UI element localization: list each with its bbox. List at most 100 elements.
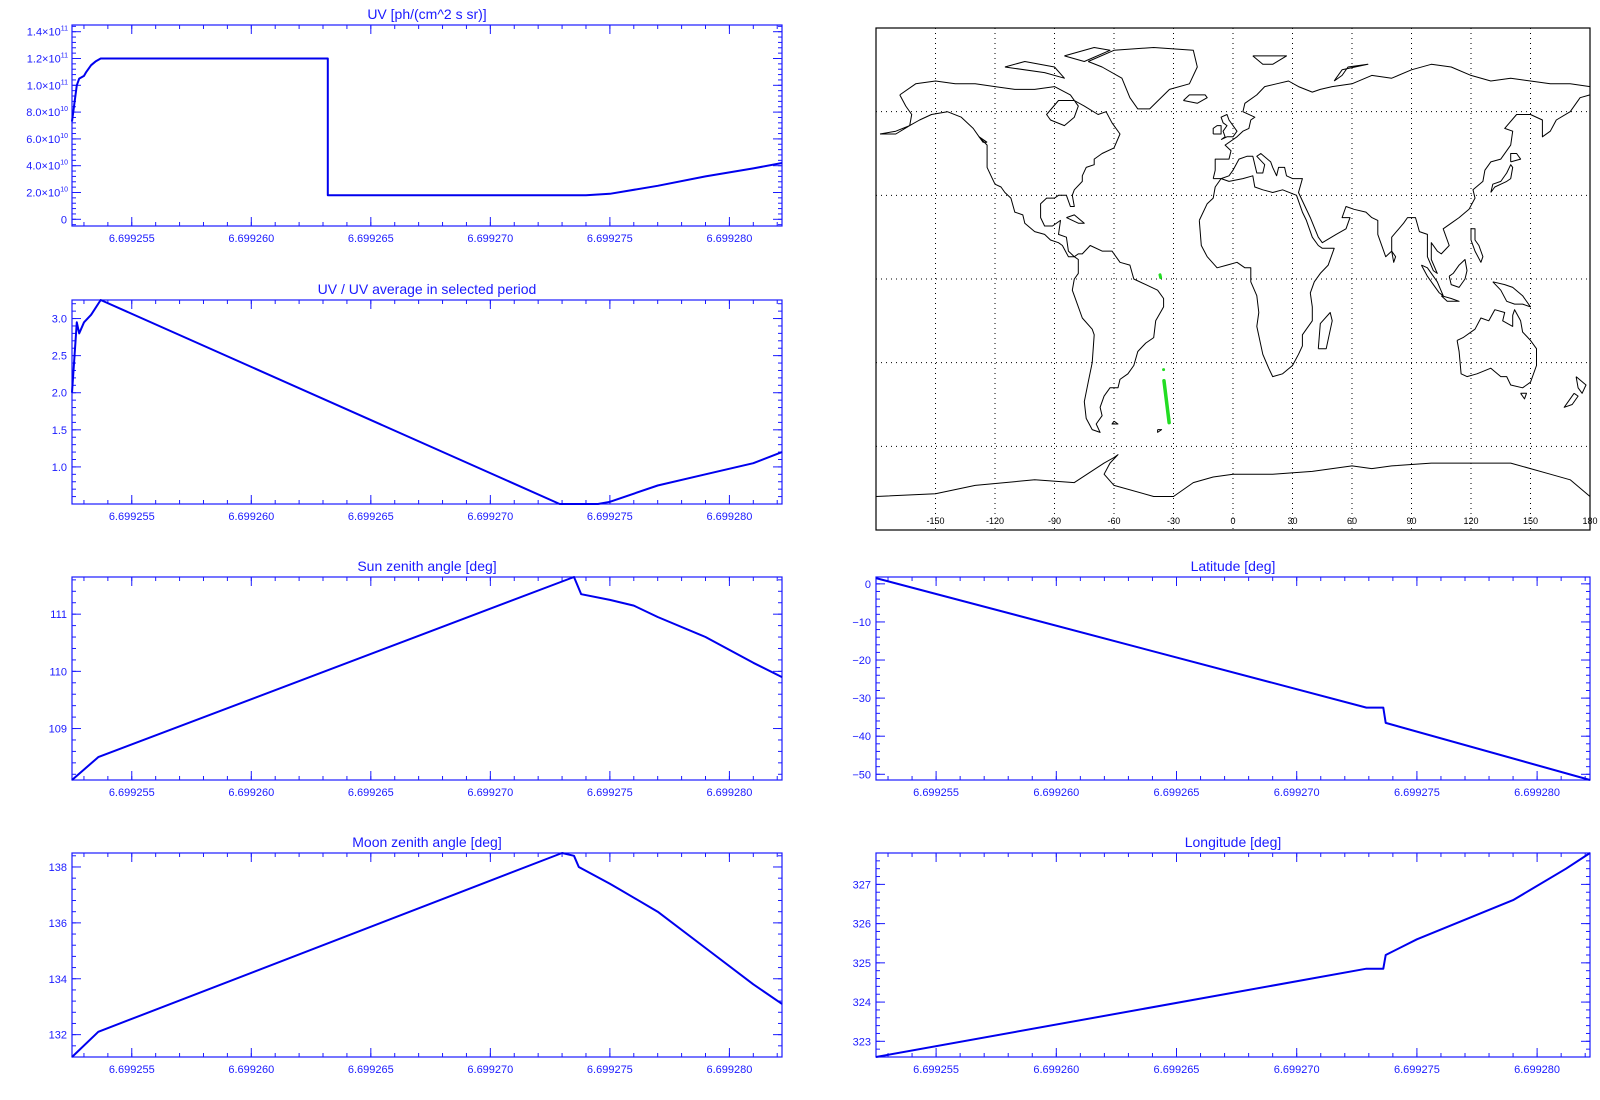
y-tick-mantissa: 8.0×10: [26, 107, 60, 119]
x-tick-label: 6.699280: [1514, 1064, 1560, 1076]
x-tick-label: 6.699265: [1154, 1064, 1200, 1076]
plot-frame: [71, 24, 783, 227]
longitude-tick-label: 120: [1463, 516, 1478, 526]
coastline: [1520, 392, 1527, 400]
coastline: [1212, 63, 1591, 274]
y-tick-label: 0: [61, 214, 67, 226]
x-tick-label: 6.699255: [109, 787, 155, 799]
x-tick-label: 6.699265: [348, 1064, 394, 1076]
coastline: [1212, 125, 1222, 135]
coastline: [899, 80, 1165, 433]
x-tick-label: 6.699275: [587, 233, 633, 245]
y-tick-label: 111: [50, 609, 67, 621]
y-tick-label: 1.4×1011: [27, 26, 68, 39]
x-tick-label: 6.699280: [706, 233, 752, 245]
x-tick-label: 6.699280: [1514, 787, 1560, 799]
coastline: [1317, 312, 1333, 350]
series-line: [71, 852, 783, 1058]
plot-frame: [71, 299, 783, 505]
y-tick-mantissa: 6.0×10: [26, 134, 60, 146]
y-tick-mantissa: 1.4×10: [27, 27, 61, 39]
coastline: [1157, 429, 1163, 433]
y-tick-label: 327: [853, 879, 871, 891]
x-tick-label: 6.699275: [587, 787, 633, 799]
x-tick-label: 6.699270: [467, 787, 513, 799]
coastline: [1220, 114, 1238, 141]
y-tick-label: −10: [852, 617, 871, 629]
x-tick-label: 6.699280: [706, 787, 752, 799]
chart-title: UV [ph/(cm^2 s sr)]: [367, 6, 486, 22]
coastline: [1333, 63, 1369, 82]
coastline: [1252, 55, 1287, 65]
y-tick-label: 324: [853, 997, 871, 1009]
x-tick-label: 6.699265: [1154, 787, 1200, 799]
x-tick-label: 6.699270: [467, 1064, 513, 1076]
latitude-panel: Latitude [deg] 6.699255 6.699260 6.699265 6.…: [852, 558, 1591, 799]
plot-frame: [875, 852, 1591, 1058]
coastline: [1198, 175, 1335, 378]
coastline: [1563, 392, 1579, 408]
x-tick-label: 6.699280: [706, 1064, 752, 1076]
x-tick-label: 6.699260: [1033, 787, 1079, 799]
series-line: [875, 852, 1591, 1058]
coastline: [875, 454, 1591, 497]
plot-frame: [71, 576, 783, 781]
longitude-tick-label: 150: [1523, 516, 1538, 526]
y-tick-label: 0: [865, 579, 871, 591]
x-tick-label: 6.699270: [1274, 1064, 1320, 1076]
x-tick-label: 6.699260: [228, 233, 274, 245]
uv-panel: UV [ph/(cm^2 s sr)] 6.699255 6.699260 6.699…: [26, 6, 783, 245]
coastline: [978, 136, 988, 143]
longitude-panel: Longitude [deg] 6.699255 6.699260 6.699265 6…: [853, 834, 1591, 1076]
y-tick-mantissa: 2.0×10: [26, 188, 60, 200]
x-tick-label: 6.699255: [913, 1064, 959, 1076]
longitude-tick-label: 30: [1287, 516, 1297, 526]
longitude-tick-label: -150: [926, 516, 944, 526]
longitude-tick-label: 0: [1230, 516, 1235, 526]
y-tick-label: −30: [852, 693, 871, 705]
y-tick-label: 2.5: [52, 351, 67, 363]
longitude-tick-label: -30: [1167, 516, 1180, 526]
y-tick-label: 1.0: [52, 462, 67, 474]
y-tick-label: 1.5: [52, 425, 67, 437]
uv-ratio-panel: UV / UV average in selected period 6.6992…: [52, 281, 783, 523]
y-tick-label: 132: [49, 1030, 67, 1042]
y-tick-label: 323: [853, 1036, 871, 1048]
x-tick-label: 6.699275: [1394, 1064, 1440, 1076]
series-line: [71, 57, 783, 197]
y-tick-label: −50: [852, 769, 871, 781]
series-line: [71, 576, 783, 781]
coastline: [1391, 250, 1397, 263]
coastline: [1470, 228, 1484, 263]
y-tick-exponent: 10: [60, 133, 68, 140]
coastline: [1111, 420, 1119, 425]
x-tick-label: 6.699275: [587, 1064, 633, 1076]
coastline: [1420, 264, 1444, 297]
x-tick-label: 6.699260: [1033, 1064, 1079, 1076]
coastline: [1575, 376, 1587, 394]
sun-zenith-panel: Sun zenith angle [deg] 6.699255 6.699260 6.…: [49, 558, 783, 799]
x-tick-label: 6.699260: [228, 1064, 274, 1076]
y-tick-label: −20: [852, 655, 871, 667]
y-tick-exponent: 10: [60, 187, 68, 194]
x-tick-label: 6.699265: [348, 787, 394, 799]
x-tick-label: 6.699255: [109, 233, 155, 245]
x-tick-label: 6.699270: [1274, 787, 1320, 799]
longitude-tick-label: 180: [1582, 516, 1597, 526]
coastline: [1440, 295, 1460, 302]
y-tick-label: 3.0: [52, 314, 67, 326]
series-line: [71, 299, 783, 505]
chart-title: Latitude [deg]: [1191, 558, 1276, 574]
longitude-tick-label: -60: [1107, 516, 1120, 526]
chart-title: Sun zenith angle [deg]: [357, 558, 496, 574]
longitude-tick-label: -120: [986, 516, 1004, 526]
coastline: [1456, 309, 1537, 389]
y-tick-label: 138: [49, 862, 67, 874]
x-tick-label: 6.699265: [348, 233, 394, 245]
y-tick-label: 109: [49, 724, 67, 736]
y-tick-label: 326: [853, 919, 871, 931]
y-tick-exponent: 10: [60, 106, 68, 113]
track-segment: [1162, 379, 1171, 425]
y-tick-label: 325: [853, 958, 871, 970]
